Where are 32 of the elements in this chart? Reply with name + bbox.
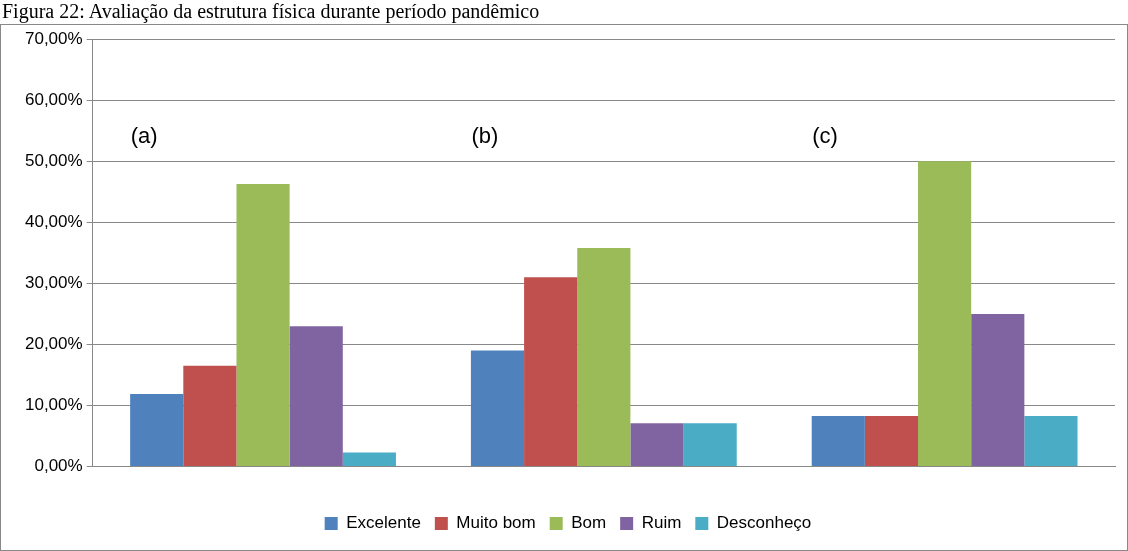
- bar: [524, 277, 578, 467]
- y-tick-label: 0,00%: [34, 456, 83, 476]
- bar: [342, 452, 396, 467]
- y-tick-label: 30,00%: [24, 273, 83, 293]
- bar: [1024, 415, 1078, 467]
- bar: [864, 415, 919, 467]
- bar: [183, 365, 237, 467]
- annotation: (a): [130, 122, 158, 148]
- y-tick-label: 10,00%: [24, 395, 83, 415]
- bar: [811, 415, 865, 467]
- bar: [289, 326, 343, 467]
- legend-label: Muito bom: [456, 513, 536, 533]
- y-tick-label: 70,00%: [24, 28, 83, 48]
- bar: [971, 313, 1025, 467]
- annotation: (c): [812, 122, 838, 148]
- y-tick-label: 40,00%: [24, 212, 83, 232]
- bar: [630, 423, 684, 467]
- legend-label: Excelente: [346, 513, 421, 533]
- y-tick-label: 60,00%: [24, 89, 83, 109]
- chart-title: Figura 22: Avaliação da estrutura física durante período pandêmico: [1, 0, 541, 22]
- y-tick-label: 20,00%: [24, 334, 83, 354]
- legend-label: Desconheço: [716, 513, 812, 533]
- bar: [470, 350, 525, 467]
- bar: [577, 248, 631, 467]
- annotation: (b): [471, 122, 499, 148]
- legend-label: Bom: [571, 513, 607, 533]
- bar: [130, 393, 184, 467]
- bar: [683, 423, 737, 467]
- bar: [918, 161, 972, 467]
- legend-label: Ruim: [641, 513, 682, 533]
- bar: [236, 183, 290, 467]
- y-tick-label: 50,00%: [24, 151, 83, 170]
